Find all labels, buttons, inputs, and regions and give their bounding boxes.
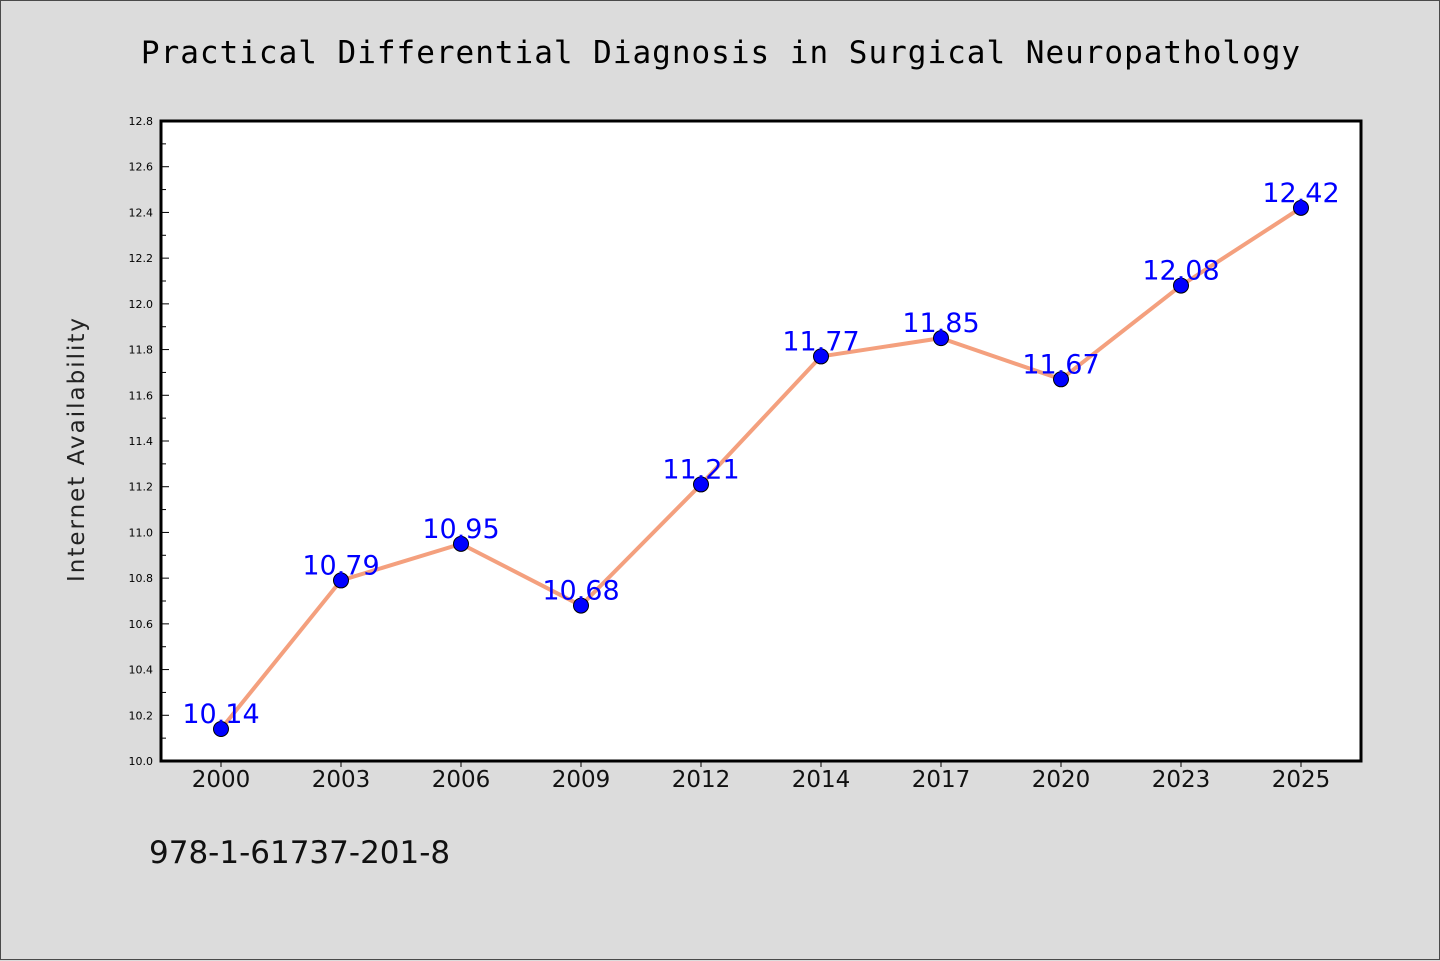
- x-tick-label: 2017: [912, 767, 971, 793]
- y-tick-label: 11.8: [129, 344, 154, 357]
- data-point: [333, 572, 349, 589]
- data-point: [213, 721, 229, 737]
- x-tick-label: 2003: [312, 767, 371, 793]
- x-tick-label: 2014: [792, 767, 851, 793]
- data-label: 11.85: [902, 308, 979, 339]
- data-label: 12.08: [1142, 256, 1219, 287]
- data-label: 12.42: [1262, 178, 1339, 209]
- y-tick-label: 12.2: [129, 252, 154, 265]
- y-tick-label: 10.4: [129, 664, 154, 677]
- data-point: [813, 348, 829, 365]
- data-point: [453, 535, 469, 552]
- y-tick-label: 10.0: [129, 755, 154, 768]
- data-point: [693, 476, 709, 493]
- x-tick-label: 2025: [1272, 767, 1331, 793]
- y-tick-label: 11.6: [129, 389, 154, 402]
- data-label: 11.21: [662, 454, 739, 485]
- x-tick-label: 2020: [1032, 767, 1091, 793]
- y-tick-label: 11.0: [129, 526, 154, 539]
- x-tick-label: 2009: [552, 767, 611, 793]
- series-line: [219, 206, 1303, 731]
- data-label: 10.14: [182, 699, 259, 730]
- x-tick-label: 2000: [192, 767, 251, 793]
- y-tick-label: 12.8: [129, 115, 154, 128]
- plot-area: [159, 119, 1363, 763]
- data-label: 11.77: [782, 326, 859, 357]
- data-point: [1173, 277, 1189, 294]
- y-tick-label: 12.4: [129, 206, 154, 219]
- data-label: 10.68: [542, 576, 619, 607]
- y-tick-label: 10.6: [129, 618, 154, 631]
- chart-title: Practical Differential Diagnosis in Surg…: [140, 35, 1302, 71]
- y-tick-label: 11.4: [129, 435, 154, 448]
- data-point: [573, 597, 589, 614]
- y-tick-label: 12.0: [129, 298, 154, 311]
- isbn-footer: 978-1-61737-201-8: [149, 835, 451, 871]
- data-label: 11.67: [1022, 349, 1099, 380]
- x-tick-label: 2012: [672, 767, 731, 793]
- y-tick-label: 10.8: [129, 572, 154, 585]
- y-tick-label: 10.2: [129, 709, 154, 722]
- y-tick-label: 12.6: [129, 161, 154, 174]
- x-tick-label: 2006: [432, 767, 491, 793]
- data-point: [1053, 371, 1069, 388]
- x-tick-label: 2023: [1152, 767, 1211, 793]
- data-label: 10.95: [422, 514, 499, 545]
- data-point: [933, 330, 949, 347]
- data-label: 10.79: [302, 550, 379, 581]
- y-tick-label: 11.2: [129, 481, 154, 494]
- data-point: [1293, 199, 1309, 216]
